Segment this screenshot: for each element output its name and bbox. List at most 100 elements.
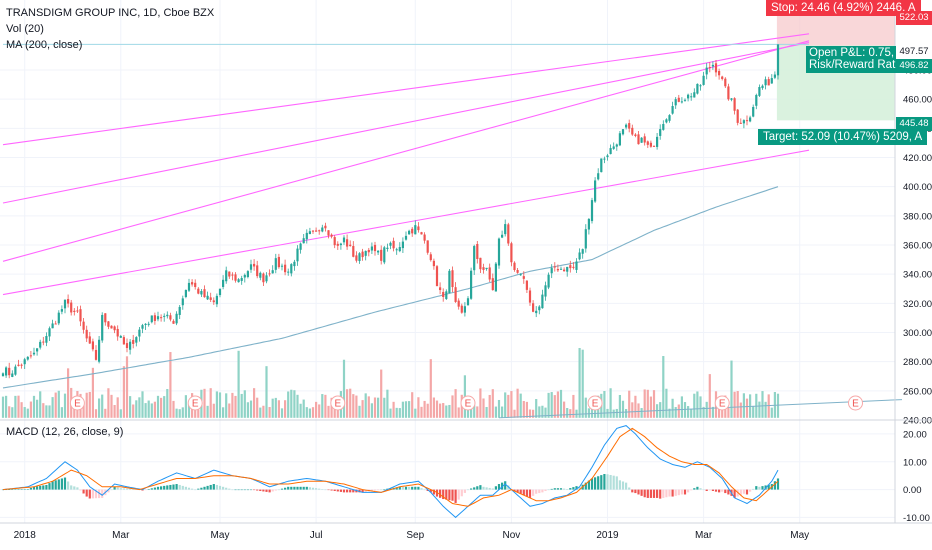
earnings-marker[interactable] (714, 395, 730, 411)
earnings-marker[interactable] (460, 395, 476, 411)
macd-histogram-bar (60, 478, 63, 490)
volume-bar (150, 403, 153, 418)
candle-body (718, 71, 721, 76)
candle-body (764, 79, 767, 86)
macd-histogram-bar (466, 489, 470, 491)
macd-histogram-bar (94, 489, 98, 499)
candle-body (218, 288, 222, 296)
macd-histogram-bar (417, 486, 420, 490)
candle-body (333, 237, 336, 246)
volume-bar (618, 394, 621, 418)
volume-bar (293, 390, 296, 418)
volume-bar (166, 389, 169, 418)
earnings-marker[interactable] (587, 395, 603, 411)
volume-bar (181, 407, 184, 418)
candle-body (191, 282, 194, 285)
target-badge[interactable]: Target: 52.09 (10.47%) 5209, A (758, 129, 928, 145)
volume-bar (742, 393, 745, 418)
macd-histogram-bar (311, 487, 315, 490)
macd-histogram-bar (253, 489, 256, 491)
volume-bars (1, 348, 780, 418)
volume-bar (73, 407, 76, 418)
macd-histogram-bar (150, 488, 153, 490)
volume-bar (373, 397, 377, 418)
macd-line (2, 425, 779, 519)
candle-body (773, 74, 776, 78)
symbol-legend[interactable]: TRANSDIGM GROUP INC, 1D, Cboe BZX (6, 7, 215, 19)
volume-bar (615, 408, 618, 418)
volume-bar (752, 405, 755, 418)
macd-histogram-bar (693, 488, 696, 490)
macd-histogram-bar (8, 489, 11, 490)
stop-badge[interactable]: Stop: 24.46 (4.92%) 2446, A (766, 0, 921, 16)
macd-histogram-bar (330, 489, 333, 491)
macd-histogram-bar (541, 489, 544, 493)
macd-histogram-bar (628, 487, 631, 490)
volume-bar (231, 392, 234, 418)
candle-body (646, 141, 649, 145)
volume-bar (587, 408, 590, 418)
candle-body (274, 258, 277, 270)
macd-legend[interactable]: MACD (12, 26, close, 9) (6, 426, 124, 438)
macd-histogram-bar (342, 489, 346, 493)
macd-histogram-bar (184, 486, 187, 490)
macd-histogram-bar (243, 489, 246, 491)
candle-body (724, 78, 727, 87)
macd-histogram-bar (42, 485, 45, 490)
macd-histogram-bar (721, 489, 724, 492)
earnings-marker-label: E (592, 399, 599, 410)
candle-body (206, 295, 209, 300)
volume-bar (733, 391, 736, 418)
volume-bar (429, 359, 432, 418)
macd-histogram-bar (606, 474, 609, 490)
volume-bar (776, 393, 780, 418)
volume-bar (485, 407, 488, 418)
candle-body (693, 92, 696, 98)
macd-histogram-bar (634, 489, 637, 494)
macd-histogram-bar (268, 489, 271, 493)
macd-histogram-bar (259, 489, 262, 491)
earnings-marker[interactable] (330, 395, 346, 411)
trendlines[interactable] (2, 33, 810, 296)
candle-body (116, 328, 119, 337)
candle-body (727, 86, 730, 100)
volume-bar (417, 397, 420, 418)
volume-bar (215, 391, 218, 418)
candle-body (442, 291, 445, 297)
candle-body (749, 117, 752, 122)
macd-histogram-bar (652, 489, 656, 498)
volume-bar (553, 395, 556, 418)
ma-legend[interactable]: MA (200, close) (6, 39, 83, 51)
volume-bar (392, 401, 395, 418)
volume-bar (640, 408, 643, 418)
candle-body (39, 341, 42, 348)
candle-body (85, 329, 88, 339)
open-pl-badge[interactable]: Open P&L: 0.75, Qty Risk/Reward Ratio: (806, 46, 898, 73)
candle-body (355, 255, 358, 261)
candle-body (776, 44, 780, 76)
macd-histogram-bar (147, 489, 150, 490)
volume-bar (358, 405, 361, 418)
macd-histogram-bar (1, 489, 5, 491)
time-tick-label: May (211, 530, 230, 541)
macd-histogram-bar (256, 489, 259, 491)
macd-histogram-bar (76, 487, 79, 490)
macd-histogram-bar (172, 484, 175, 490)
earnings-marker[interactable] (187, 395, 203, 411)
volume-bar (556, 391, 559, 418)
candle-body (711, 64, 714, 67)
candle-body (594, 180, 597, 202)
volume-legend[interactable]: Vol (20) (6, 23, 44, 35)
macd-histogram-bar (528, 489, 532, 498)
candle-body (631, 127, 634, 135)
macd-histogram-bar (690, 489, 693, 491)
volume-bar (311, 407, 315, 418)
earnings-marker[interactable] (69, 395, 85, 411)
earnings-marker[interactable] (848, 395, 863, 411)
volume-bar (107, 388, 110, 418)
volume-bar (454, 389, 457, 418)
candle-body (541, 294, 544, 309)
macd-histogram-bar (82, 489, 85, 494)
